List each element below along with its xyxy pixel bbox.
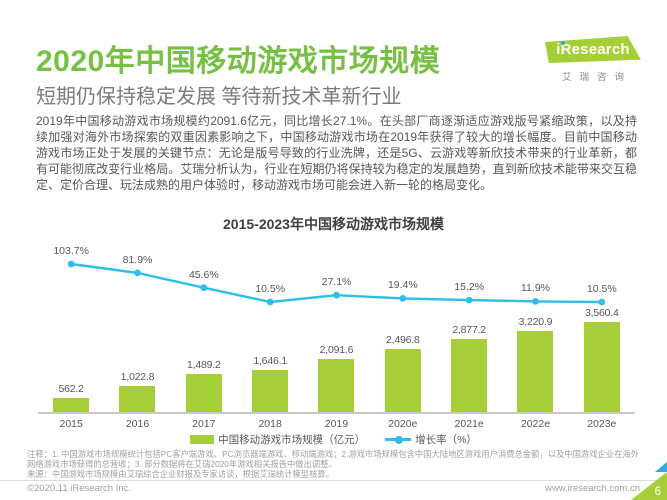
bar-value-label: 1,489.2: [187, 359, 221, 371]
bar-value-label: 1,022.8: [120, 371, 155, 383]
growth-value-label: 103.7%: [53, 245, 89, 257]
bar-column: 1,022.8: [104, 371, 170, 412]
bar: [451, 339, 488, 412]
growth-value-label: 11.9%: [521, 282, 550, 295]
footnote-annotation: 注释：1. 中国游戏市场规模统计包括PC客户端游戏、PC浏览器端游戏、移动端游戏…: [27, 449, 639, 470]
chart-x-axis: 2015 2016 2017 2018 2019 2020e 2021e 2022e 2023e: [38, 418, 635, 430]
bar-column: 3,560.4: [569, 307, 635, 412]
bar: [53, 398, 90, 412]
x-axis-label: 2016: [125, 418, 150, 430]
footnotes: 注释：1. 中国游戏市场规模统计包括PC客户端游戏、PC浏览器端游戏、移动端游戏…: [27, 449, 639, 480]
footer: ©2020.11 iResearch Inc. www.iresearch.co…: [27, 483, 640, 494]
body-paragraph: 2019年中国移动游戏市场规模约2091.6亿元，同比增长27.1%。在头部厂商…: [36, 114, 637, 192]
legend-bar-swatch-icon: [190, 435, 215, 444]
bar: [384, 349, 421, 412]
x-axis-label: 2021e: [454, 418, 484, 430]
bar: [185, 374, 222, 412]
page-number: 6: [654, 486, 661, 498]
logo-brand-text: iResearch: [556, 41, 630, 58]
bar-value-label: 562.2: [58, 383, 84, 395]
growth-value-label: 19.4%: [387, 279, 418, 292]
bar-column: 2,496.8: [370, 334, 436, 412]
iresearch-logo-flag: iResearch: [545, 36, 641, 63]
growth-value-label: 10.5%: [255, 283, 286, 296]
growth-value-label: 45.6%: [188, 268, 219, 281]
bars-layer: 562.2 1,022.8 1,489.2 1,646.1 2,091.6 2,496.8…: [38, 237, 635, 412]
bar: [517, 331, 554, 412]
x-axis-label: 2020e: [388, 418, 418, 430]
bar-column: 562.2: [38, 383, 104, 412]
legend-bar-label: 中国移动游戏市场规模（亿元）: [218, 434, 366, 446]
iresearch-logo: iResearch 艾瑞咨询: [545, 36, 641, 83]
page-subtitle: 短期仍保持稳定发展 等待新技术革新行业: [36, 86, 402, 108]
x-axis-label: 2018: [258, 418, 282, 430]
corner-blue-triangle-icon: [655, 462, 667, 472]
bar-column: 2,877.2: [436, 324, 502, 412]
footer-copyright: ©2020.11 iResearch Inc.: [27, 483, 131, 494]
page-title: 2020年中国移动游戏市场规模: [36, 45, 441, 78]
growth-value-label: 15.2%: [454, 281, 485, 294]
bar-column: 2,091.6: [303, 344, 369, 412]
bar: [318, 359, 355, 412]
bar-value-label: 3,560.4: [584, 307, 619, 319]
bar: [119, 386, 156, 412]
bar-value-label: 1,646.1: [253, 355, 287, 367]
growth-value-label: 81.9%: [122, 253, 153, 266]
legend-item-bars: 中国移动游戏市场规模（亿元）: [190, 432, 365, 447]
bar: [583, 322, 620, 412]
chart-plot: 562.2 1,022.8 1,489.2 1,646.1 2,091.6 2,496.8…: [38, 237, 635, 414]
legend-item-line: 增长率（%）: [385, 432, 477, 447]
growth-value-label: 27.1%: [321, 276, 352, 289]
logo-i-dot-icon: [561, 41, 565, 45]
bar-value-label: 3,220.9: [518, 316, 553, 328]
bar-column: 1,489.2: [171, 359, 237, 412]
legend-line-swatch-icon: [385, 435, 412, 444]
bar-value-label: 2,877.2: [452, 324, 486, 336]
bar-value-label: 2,496.8: [385, 334, 420, 346]
bar: [252, 370, 289, 412]
footnote-source: 来源：中国游戏市场规模由艾瑞综合企业财报及专家访谈，根据艾瑞统计模型核算。: [27, 469, 334, 480]
footer-divider: [0, 480, 667, 481]
x-axis-label: 2019: [324, 418, 349, 430]
footer-url[interactable]: www.iresearch.com.cn: [544, 483, 640, 494]
legend-line-label: 增长率（%）: [415, 434, 477, 446]
x-axis-label: 2023e: [587, 418, 617, 430]
x-axis-label: 2022e: [520, 418, 551, 430]
bar-value-label: 2,091.6: [319, 344, 354, 356]
x-axis-label: 2015: [59, 418, 83, 430]
bar-column: 1,646.1: [237, 355, 303, 412]
logo-tagline: 艾瑞咨询: [561, 72, 632, 83]
growth-value-label: 10.5%: [586, 283, 617, 296]
chart-legend: 中国移动游戏市场规模（亿元） 增长率（%）: [0, 432, 667, 447]
bar-column: 3,220.9: [502, 316, 568, 412]
x-axis-label: 2017: [192, 418, 216, 430]
chart-title: 2015-2023年中国移动游戏市场规模: [223, 216, 444, 232]
